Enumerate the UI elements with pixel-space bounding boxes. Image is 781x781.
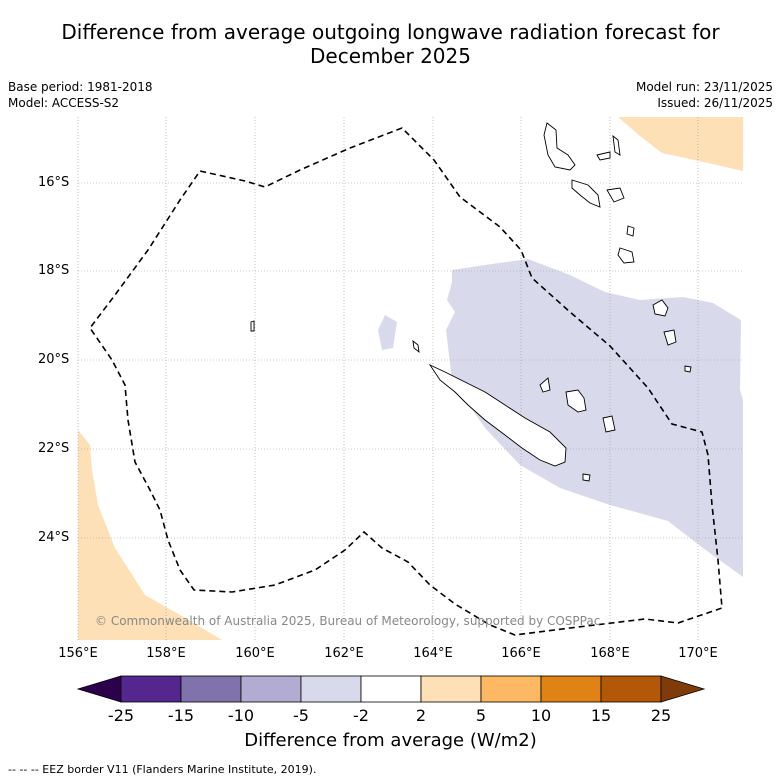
ouvea-island	[539, 377, 551, 393]
lon-label: 166°E	[501, 646, 541, 661]
erromango	[626, 225, 635, 237]
walpole-island	[652, 299, 669, 317]
copyright-text: © Commonwealth of Australia 2025, Bureau…	[95, 614, 601, 628]
coastlines	[250, 122, 692, 482]
lat-label: 16°S	[38, 175, 70, 190]
chart-title: Difference from average outgoing longwav…	[0, 20, 781, 68]
eez-border	[89, 127, 723, 636]
efate	[606, 187, 625, 203]
title-line-1: Difference from average outgoing longwav…	[61, 20, 720, 44]
lat-label: 22°S	[38, 441, 70, 456]
colorbar-segment	[600, 675, 662, 703]
colorbar-segment	[420, 675, 482, 703]
colorbar	[76, 675, 706, 703]
colorbar-segment	[540, 675, 602, 703]
belep-islands	[412, 339, 420, 354]
meta-right: Model run: 23/11/2025 Issued: 26/11/2025	[636, 79, 773, 111]
colorbar-tick-label: 25	[650, 706, 672, 725]
lat-label: 20°S	[38, 352, 70, 367]
lon-label: 162°E	[324, 646, 364, 661]
map-plot-area	[76, 117, 743, 703]
eez-legend-note: -- -- -- EEZ border V11 (Flanders Marine…	[8, 763, 317, 776]
colorbar-tick-label: -25	[107, 706, 135, 725]
lat-label: 18°S	[38, 263, 70, 278]
chesterfield-reef	[250, 320, 255, 332]
tanna	[617, 247, 635, 264]
colorbar-tick-label: 2	[415, 706, 427, 725]
lon-label: 168°E	[590, 646, 630, 661]
lifou-island	[565, 389, 587, 413]
new-caledonia	[428, 363, 567, 467]
colorbar-tick-label: 5	[475, 706, 487, 725]
colorbar-tick-label: -15	[167, 706, 195, 725]
malekula	[571, 179, 601, 208]
colorbar-segment	[240, 675, 302, 703]
meta-left: Base period: 1981-2018 Model: ACCESS-S2	[8, 79, 153, 111]
espiritu-santo	[543, 122, 576, 171]
negative-anomaly-patch	[378, 315, 397, 350]
lon-label: 156°E	[58, 646, 98, 661]
lon-label: 158°E	[146, 646, 186, 661]
colorbar-tick-label: -10	[227, 706, 255, 725]
colorbar-tick-label: 10	[530, 706, 552, 725]
colorbar-segment	[300, 675, 362, 703]
lon-label: 164°E	[413, 646, 453, 661]
maewo	[612, 134, 621, 156]
matthew-island	[663, 329, 677, 346]
colorbar-tick-label: 15	[590, 706, 612, 725]
lon-label: 160°E	[235, 646, 275, 661]
title-line-2: December 2025	[310, 44, 471, 68]
colorbar-under-triangle	[76, 675, 122, 703]
model-name: Model: ACCESS-S2	[8, 96, 120, 110]
colorbar-segment	[180, 675, 242, 703]
lon-label: 170°E	[678, 646, 718, 661]
colorbar-over-triangle	[660, 675, 706, 703]
colorbar-segment	[360, 675, 422, 703]
graticule	[77, 117, 743, 640]
hunter-island	[684, 365, 692, 373]
ambae	[596, 151, 611, 161]
colorbar-segment	[480, 675, 542, 703]
isle-of-pines	[582, 473, 591, 482]
colorbar-label: Difference from average (W/m2)	[244, 730, 537, 751]
colorbar-tick-label: -2	[353, 706, 369, 725]
model-run: Model run: 23/11/2025	[635, 80, 773, 94]
colorbar-segment	[120, 675, 182, 703]
issued-date: Issued: 26/11/2025	[657, 96, 773, 110]
positive-anomaly-region-ne	[618, 117, 743, 171]
positive-anomaly-region-sw	[78, 430, 222, 640]
base-period: Base period: 1981-2018	[8, 80, 153, 94]
lat-label: 24°S	[38, 530, 70, 545]
mare-island	[602, 415, 616, 433]
colorbar-tick-label: -5	[293, 706, 309, 725]
